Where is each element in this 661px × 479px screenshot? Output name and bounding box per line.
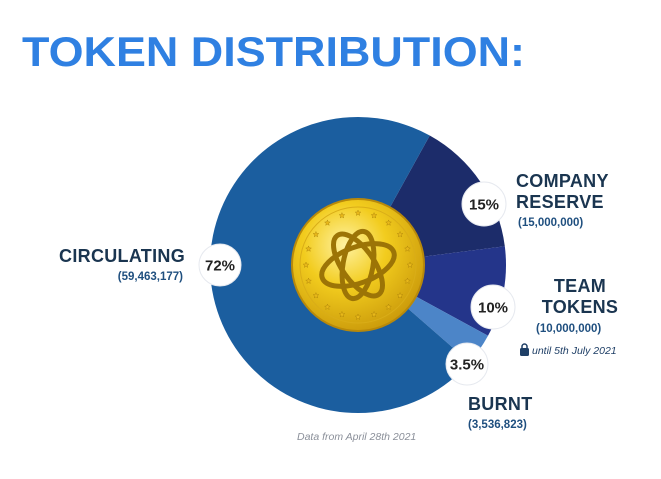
percent-bubble [470,284,516,330]
amount-label: (3,536,823) [468,419,527,431]
percent-bubble [198,243,242,287]
percent-bubble [461,181,507,227]
coin-star [354,209,362,216]
amount-label: (59,463,177) [117,271,183,283]
lock-note: until 5th July 2021 [532,345,617,357]
coin-star [312,230,320,238]
coin-star [404,245,411,252]
coin-star [370,212,378,219]
amount-label: (15,000,000) [518,217,584,229]
coin-star [324,219,331,226]
percent-label: 3.5% [450,357,484,374]
category-label: BURNT [468,394,533,414]
amount-label: (10,000,000) [536,323,602,335]
coin-star [385,219,392,226]
source: Data from April 28th 2021 [297,431,417,443]
coin-star [305,277,312,284]
percent-label: 10% [478,300,508,317]
coin-star [404,277,411,284]
category-label: CIRCULATING [59,246,185,266]
coin-star [302,261,310,268]
chart-title: TOKEN DISTRIBUTION: [22,28,525,75]
coin-star [370,310,378,318]
category-label: TEAM TOKENS [541,276,619,317]
percent-label: 72% [205,258,235,275]
coin-star [406,261,414,268]
coin-star [338,212,346,219]
coin-star [396,292,404,299]
percent-bubble [445,342,489,386]
coin-star [385,303,392,310]
coin-star [324,303,331,310]
coin-star [338,310,346,318]
lock-icon [520,343,529,356]
coin-star [305,245,312,252]
coin-star [396,230,404,238]
category-label: COMPANY RESERVE [516,171,609,212]
percent-label: 15% [469,197,499,214]
coin-star [312,292,320,299]
coin-star [354,313,362,320]
coin [291,198,425,332]
